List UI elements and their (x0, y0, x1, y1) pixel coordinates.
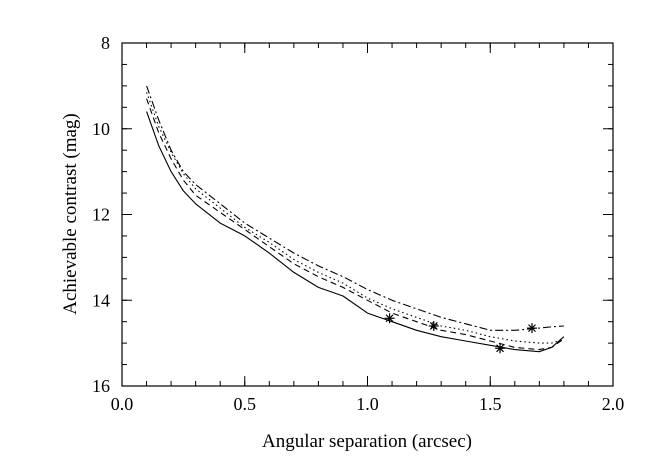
x-tick-label: 0.0 (111, 394, 134, 414)
asterisk-marker (495, 343, 506, 354)
marker-group (384, 313, 537, 354)
series-line-dotted (146, 92, 565, 344)
asterisk-marker (526, 323, 537, 334)
series-group (146, 85, 565, 353)
plot-frame (121, 42, 614, 387)
asterisk-stroke (528, 324, 536, 333)
x-tick-label: 0.5 (234, 394, 257, 414)
series-line-dashed (146, 98, 565, 351)
y-tick-label: 8 (101, 33, 110, 53)
x-tick-label: 1.0 (356, 394, 379, 414)
series-line-solid (146, 111, 565, 353)
axis-ticks (121, 42, 614, 387)
y-axis-label: Achievable contrast (mag) (60, 113, 81, 315)
x-tick-labels: 0.0 0.5 1.0 1.5 2.0 (111, 394, 625, 414)
x-axis-label: Angular separation (arcsec) (262, 431, 472, 452)
x-tick-label: 1.5 (479, 394, 502, 414)
asterisk-marker (428, 320, 439, 331)
y-tick-label: 16 (92, 376, 110, 396)
y-tick-label: 14 (92, 290, 110, 310)
y-tick-label: 12 (92, 205, 110, 225)
y-tick-label: 10 (92, 119, 110, 139)
asterisk-stroke (429, 322, 438, 330)
x-tick-label: 2.0 (602, 394, 625, 414)
asterisk-stroke (496, 344, 504, 353)
asterisk-stroke (385, 314, 394, 323)
asterisk-marker (384, 313, 395, 324)
series-line-dash-dot (146, 85, 564, 331)
y-tick-labels: 8 10 12 14 16 (92, 33, 110, 396)
